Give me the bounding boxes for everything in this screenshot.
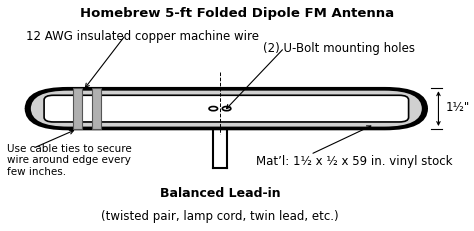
Text: (twisted pair, lamp cord, twin lead, etc.): (twisted pair, lamp cord, twin lead, etc…: [101, 209, 339, 222]
Text: 12 AWG insulated copper machine wire: 12 AWG insulated copper machine wire: [26, 30, 259, 43]
FancyBboxPatch shape: [31, 91, 422, 127]
Text: 1½": 1½": [446, 101, 470, 114]
Text: (2) U-Bolt mounting holes: (2) U-Bolt mounting holes: [263, 42, 415, 55]
Text: Use cable ties to secure
wire around edge every
few inches.: Use cable ties to secure wire around edg…: [7, 143, 132, 176]
Bar: [92, 89, 101, 129]
Bar: [73, 89, 82, 129]
Text: Homebrew 5-ft Folded Dipole FM Antenna: Homebrew 5-ft Folded Dipole FM Antenna: [80, 7, 394, 20]
FancyBboxPatch shape: [26, 89, 427, 129]
FancyBboxPatch shape: [44, 96, 409, 122]
Text: Mat’l: 1½ x ½ x 59 in. vinyl stock: Mat’l: 1½ x ½ x 59 in. vinyl stock: [256, 155, 453, 168]
Text: Balanced Lead-in: Balanced Lead-in: [160, 186, 280, 199]
